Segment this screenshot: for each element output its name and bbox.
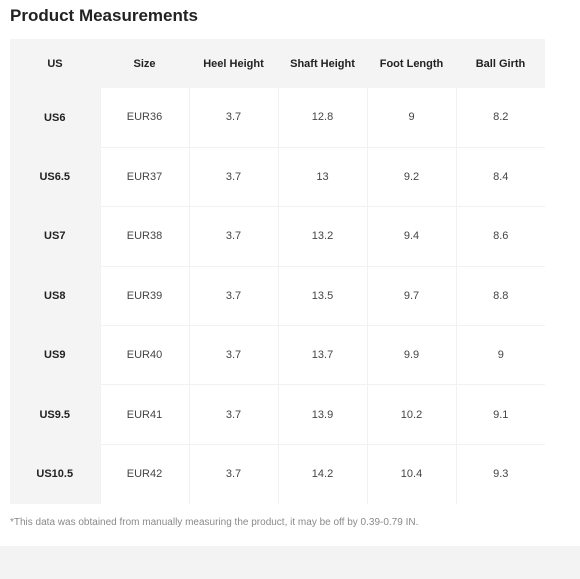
cell-foot-length: 9.9 xyxy=(366,325,456,386)
cell-foot-length: 9.2 xyxy=(366,147,456,208)
row-header-us: US7 xyxy=(10,206,100,267)
column-header-ball-girth: Ball Girth xyxy=(456,39,545,88)
cell-foot-length: 9 xyxy=(366,88,456,148)
column-header-size: Size xyxy=(100,39,189,88)
cell-ball-girth: 8.8 xyxy=(455,266,545,327)
table-row: US6 EUR36 3.7 12.8 9 8.2 xyxy=(10,88,545,148)
cell-foot-length: 10.2 xyxy=(366,384,456,445)
cell-ball-girth: 8.2 xyxy=(455,88,545,148)
page-title: Product Measurements xyxy=(10,6,198,25)
cell-shaft-height: 13 xyxy=(277,147,367,208)
cell-heel-height: 3.7 xyxy=(188,206,278,267)
cell-foot-length: 10.4 xyxy=(366,444,456,504)
row-header-us: US9.5 xyxy=(10,384,100,445)
cell-shaft-height: 14.2 xyxy=(277,444,367,504)
cell-ball-girth: 8.6 xyxy=(455,206,545,267)
column-header-foot-length: Foot Length xyxy=(367,39,456,88)
cell-shaft-height: 13.7 xyxy=(277,325,367,386)
cell-size: EUR37 xyxy=(99,147,189,208)
cell-ball-girth: 9.1 xyxy=(455,384,545,445)
table-header: US Size Heel Height Shaft Height Foot Le… xyxy=(10,39,545,88)
measurements-table: US Size Heel Height Shaft Height Foot Le… xyxy=(10,39,545,504)
column-header-shaft-height: Shaft Height xyxy=(278,39,367,88)
cell-ball-girth: 8.4 xyxy=(455,147,545,208)
cell-heel-height: 3.7 xyxy=(188,266,278,327)
table-body: US6 EUR36 3.7 12.8 9 8.2 US6.5 EUR37 3.7… xyxy=(10,88,545,504)
cell-shaft-height: 13.9 xyxy=(277,384,367,445)
cell-size: EUR40 xyxy=(99,325,189,386)
row-header-us: US6 xyxy=(10,88,100,148)
table-row: US9.5 EUR41 3.7 13.9 10.2 9.1 xyxy=(10,384,545,445)
row-header-us: US8 xyxy=(10,266,100,326)
cell-heel-height: 3.7 xyxy=(188,88,278,148)
table-row: US10.5 EUR42 3.7 14.2 10.4 9.3 xyxy=(10,444,545,504)
table-row: US9 EUR40 3.7 13.7 9.9 9 xyxy=(10,325,545,386)
row-header-us: US9 xyxy=(10,325,100,385)
cell-heel-height: 3.7 xyxy=(188,384,278,445)
table-row: US7 EUR38 3.7 13.2 9.4 8.6 xyxy=(10,206,545,267)
cell-size: EUR36 xyxy=(99,88,189,148)
header-row: US Size Heel Height Shaft Height Foot Le… xyxy=(10,39,545,88)
cell-size: EUR42 xyxy=(99,444,189,504)
table-row: US6.5 EUR37 3.7 13 9.2 8.4 xyxy=(10,147,545,208)
cell-foot-length: 9.4 xyxy=(366,206,456,267)
row-header-us: US6.5 xyxy=(10,147,100,207)
row-header-us: US10.5 xyxy=(10,444,100,504)
column-header-heel-height: Heel Height xyxy=(189,39,278,88)
cell-heel-height: 3.7 xyxy=(188,444,278,504)
cell-shaft-height: 13.2 xyxy=(277,206,367,267)
table-row: US8 EUR39 3.7 13.5 9.7 8.8 xyxy=(10,266,545,327)
cell-heel-height: 3.7 xyxy=(188,147,278,208)
cell-foot-length: 9.7 xyxy=(366,266,456,327)
cell-shaft-height: 12.8 xyxy=(277,88,367,148)
cell-ball-girth: 9.3 xyxy=(455,444,545,504)
footer-band xyxy=(0,546,580,579)
cell-heel-height: 3.7 xyxy=(188,325,278,386)
measurement-disclaimer-note: *This data was obtained from manually me… xyxy=(10,517,419,528)
cell-ball-girth: 9 xyxy=(455,325,545,386)
cell-size: EUR41 xyxy=(99,384,189,445)
measurements-table-container: US Size Heel Height Shaft Height Foot Le… xyxy=(10,39,545,504)
cell-size: EUR39 xyxy=(99,266,189,327)
cell-size: EUR38 xyxy=(99,206,189,267)
column-header-us: US xyxy=(10,39,100,88)
cell-shaft-height: 13.5 xyxy=(277,266,367,327)
